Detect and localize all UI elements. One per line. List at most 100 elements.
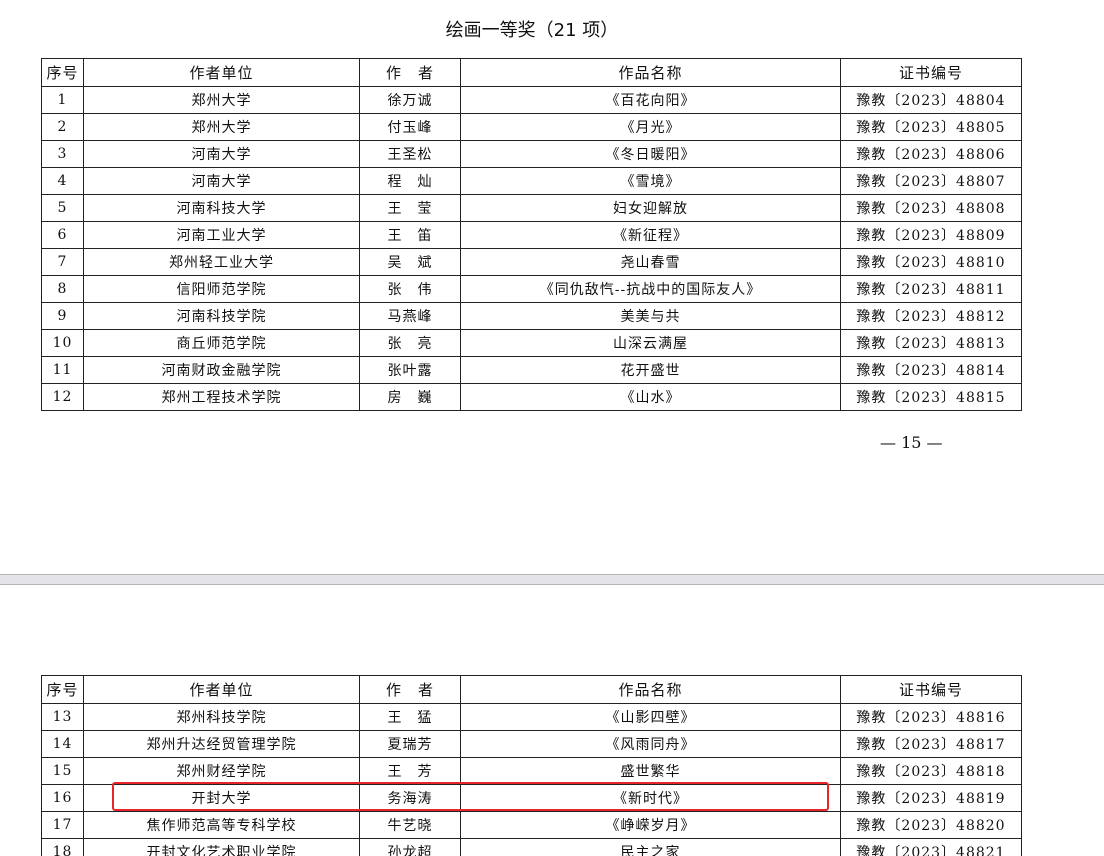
cell-author: 牛艺晓	[359, 811, 461, 839]
cell-index: 18	[41, 838, 84, 856]
cell-certificate-number: 豫教〔2023〕48811	[840, 275, 1022, 303]
cell-certificate-number: 豫教〔2023〕48814	[840, 356, 1022, 384]
cell-index: 5	[41, 194, 84, 222]
cell-certificate-number: 豫教〔2023〕48813	[840, 329, 1022, 357]
cell-index: 3	[41, 140, 84, 168]
page-number: — 15 —	[880, 433, 943, 452]
cell-certificate-number: 豫教〔2023〕48808	[840, 194, 1022, 222]
cell-author: 王 猛	[359, 703, 461, 731]
cell-author-unit: 郑州财经学院	[83, 757, 360, 785]
cell-index: 4	[41, 167, 84, 195]
header-author-unit: 作者单位	[83, 675, 360, 704]
cell-work-title: 山深云满屋	[460, 329, 841, 357]
cell-work-title: 《山影四壁》	[460, 703, 841, 731]
cell-certificate-number: 豫教〔2023〕48812	[840, 302, 1022, 330]
cell-work-title: 《新时代》	[460, 784, 841, 812]
cell-certificate-number: 豫教〔2023〕48806	[840, 140, 1022, 168]
cell-author: 张叶露	[359, 356, 461, 384]
table-row: 5 河南科技大学王 莹妇女迎解放 豫教〔2023〕48808	[41, 194, 1022, 222]
cell-author: 王 莹	[359, 194, 461, 222]
cell-index: 1	[41, 86, 84, 114]
cell-certificate-number: 豫教〔2023〕48816	[840, 703, 1022, 731]
cell-certificate-number: 豫教〔2023〕48819	[840, 784, 1022, 812]
page-separator	[0, 574, 1104, 585]
document-page-15: 绘画一等奖（21 项） 序号 作者单位作 者作品名称 证书编号 1 郑州大学 徐万诚 《百…	[41, 20, 1022, 452]
cell-index: 15	[41, 757, 84, 785]
cell-index: 17	[41, 811, 84, 839]
cell-author: 付玉峰	[359, 113, 461, 141]
table-header-row: 序号 作者单位作 者作品名称 证书编号	[41, 58, 1022, 87]
table-row: 17 焦作师范高等专科学校 牛艺晓 《峥嵘岁月》 豫教〔2023〕48820	[41, 811, 1022, 839]
header-index: 序号	[41, 675, 84, 704]
table-row: 4 河南大学程 灿《雪境》 豫教〔2023〕48807	[41, 167, 1022, 195]
cell-certificate-number: 豫教〔2023〕48807	[840, 167, 1022, 195]
cell-certificate-number: 豫教〔2023〕48810	[840, 248, 1022, 276]
cell-author: 马燕峰	[359, 302, 461, 330]
header-work-title: 作品名称	[460, 675, 841, 704]
cell-author-unit: 开封文化艺术职业学院	[83, 838, 360, 856]
cell-author: 王 笛	[359, 221, 461, 249]
cell-author-unit: 郑州大学	[83, 113, 360, 141]
cell-author-unit: 郑州升达经贸管理学院	[83, 730, 360, 758]
cell-index: 6	[41, 221, 84, 249]
cell-author-unit: 河南财政金融学院	[83, 356, 360, 384]
cell-index: 14	[41, 730, 84, 758]
cell-certificate-number: 豫教〔2023〕48809	[840, 221, 1022, 249]
cell-work-title: 民主之家	[460, 838, 841, 856]
table-row: 7 郑州轻工业大学吴 斌尧山春雪 豫教〔2023〕48810	[41, 248, 1022, 276]
cell-work-title: 《百花向阳》	[460, 86, 841, 114]
section-title: 绘画一等奖（21 项）	[445, 20, 619, 41]
cell-index: 7	[41, 248, 84, 276]
table-row: 6 河南工业大学王 笛《新征程》 豫教〔2023〕48809	[41, 221, 1022, 249]
table-row: 9 河南科技学院 马燕峰 美美与共 豫教〔2023〕48812	[41, 302, 1022, 330]
cell-author: 王 芳	[359, 757, 461, 785]
cell-author: 程 灿	[359, 167, 461, 195]
cell-work-title: 美美与共	[460, 302, 841, 330]
cell-work-title: 花开盛世	[460, 356, 841, 384]
highlight-box-row-16	[112, 782, 829, 811]
cell-author-unit: 河南大学	[83, 140, 360, 168]
cell-author-unit: 河南科技学院	[83, 302, 360, 330]
table-row: 10 商丘师范学院张 亮山深云满屋 豫教〔2023〕48813	[41, 329, 1022, 357]
cell-author: 孙龙超	[359, 838, 461, 856]
header-work-title: 作品名称	[460, 58, 841, 87]
awards-table-page-15: 序号 作者单位作 者作品名称 证书编号 1 郑州大学 徐万诚 《百花向阳》 豫教〔2023〕…	[41, 58, 1022, 411]
document-page-16: 序号 作者单位作 者作品名称 证书编号 13 郑州科技学院王 猛《山影四壁》 豫教〔20…	[0, 585, 1104, 856]
cell-author-unit: 商丘师范学院	[83, 329, 360, 357]
cell-index: 11	[41, 356, 84, 384]
cell-certificate-number: 豫教〔2023〕48815	[840, 383, 1022, 411]
table-row: 3 河南大学 王圣松 《冬日暖阳》 豫教〔2023〕48806	[41, 140, 1022, 168]
table-row: 11 河南财政金融学院 张叶露 花开盛世 豫教〔2023〕48814	[41, 356, 1022, 384]
table-row: 15 郑州财经学院王 芳盛世繁华 豫教〔2023〕48818	[41, 757, 1022, 785]
cell-author: 张 伟	[359, 275, 461, 303]
cell-author: 吴 斌	[359, 248, 461, 276]
cell-author: 徐万诚	[359, 86, 461, 114]
cell-author: 夏瑞芳	[359, 730, 461, 758]
cell-certificate-number: 豫教〔2023〕48820	[840, 811, 1022, 839]
table-row: 8 信阳师范学院张 伟《同仇敌忾--抗战中的国际友人》 豫教〔2023〕48811	[41, 275, 1022, 303]
header-certificate-number: 证书编号	[840, 58, 1022, 87]
cell-work-title: 《月光》	[460, 113, 841, 141]
cell-index: 13	[41, 703, 84, 731]
table-row: 13 郑州科技学院王 猛《山影四壁》 豫教〔2023〕48816	[41, 703, 1022, 731]
cell-author-unit: 河南工业大学	[83, 221, 360, 249]
cell-work-title: 《冬日暖阳》	[460, 140, 841, 168]
header-certificate-number: 证书编号	[840, 675, 1022, 704]
cell-work-title: 《雪境》	[460, 167, 841, 195]
header-author: 作 者	[359, 58, 461, 87]
cell-author-unit: 郑州轻工业大学	[83, 248, 360, 276]
table-row: 18 开封文化艺术职业学院 孙龙超 民主之家 豫教〔2023〕48821	[41, 838, 1022, 856]
table-row: 16 开封大学 务海涛 《新时代》 豫教〔2023〕48819	[41, 784, 1022, 812]
header-index: 序号	[41, 58, 84, 87]
table-row: 14 郑州升达经贸管理学院 夏瑞芳 《风雨同舟》 豫教〔2023〕48817	[41, 730, 1022, 758]
cell-index: 12	[41, 383, 84, 411]
cell-author-unit: 信阳师范学院	[83, 275, 360, 303]
header-author: 作 者	[359, 675, 461, 704]
cell-index: 2	[41, 113, 84, 141]
cell-index: 9	[41, 302, 84, 330]
table-row: 12 郑州工程技术学院房 巍《山水》 豫教〔2023〕48815	[41, 383, 1022, 411]
table-row: 1 郑州大学 徐万诚 《百花向阳》 豫教〔2023〕48804	[41, 86, 1022, 114]
cell-author: 王圣松	[359, 140, 461, 168]
cell-work-title: 《同仇敌忾--抗战中的国际友人》	[460, 275, 841, 303]
cell-author-unit: 河南科技大学	[83, 194, 360, 222]
